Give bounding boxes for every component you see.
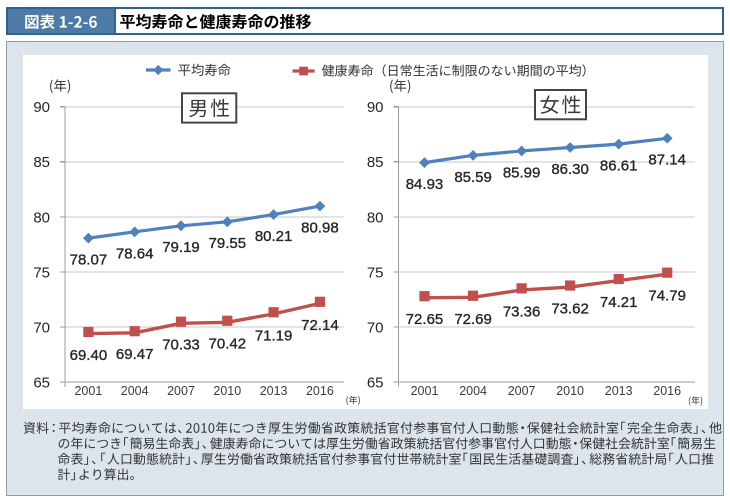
svg-text:75: 75 — [367, 264, 384, 281]
svg-text:2001: 2001 — [411, 384, 439, 398]
svg-text:2016: 2016 — [653, 384, 681, 398]
svg-text:85.59: 85.59 — [454, 169, 492, 186]
svg-text:85: 85 — [367, 154, 384, 171]
svg-text:2007: 2007 — [508, 384, 536, 398]
svg-text:70.42: 70.42 — [209, 336, 247, 353]
svg-text:79.19: 79.19 — [162, 239, 200, 256]
svg-text:74.21: 74.21 — [600, 294, 638, 311]
svg-text:72.69: 72.69 — [454, 311, 492, 328]
svg-text:2013: 2013 — [605, 384, 633, 398]
svg-text:90: 90 — [367, 99, 384, 116]
svg-text:73.62: 73.62 — [551, 301, 589, 318]
svg-text:74.79: 74.79 — [648, 288, 686, 305]
svg-text:73.36: 73.36 — [503, 303, 541, 320]
svg-text:71.19: 71.19 — [255, 327, 293, 344]
svg-text:84.93: 84.93 — [406, 176, 444, 193]
svg-text:90: 90 — [33, 99, 50, 116]
svg-text:78.07: 78.07 — [70, 252, 108, 269]
svg-text:80: 80 — [367, 209, 384, 226]
svg-text:2007: 2007 — [167, 384, 195, 398]
svg-text:78.64: 78.64 — [116, 245, 154, 262]
svg-text:87.14: 87.14 — [648, 152, 686, 169]
svg-text:2010: 2010 — [556, 384, 584, 398]
svg-text:72.14: 72.14 — [301, 317, 339, 334]
svg-text:65: 65 — [33, 374, 50, 391]
svg-text:75: 75 — [33, 264, 50, 281]
svg-text:2010: 2010 — [213, 384, 241, 398]
svg-text:85.99: 85.99 — [503, 164, 541, 181]
svg-text:70: 70 — [367, 319, 384, 336]
svg-text:86.61: 86.61 — [600, 158, 638, 175]
svg-text:85: 85 — [33, 154, 50, 171]
svg-text:2013: 2013 — [260, 384, 288, 398]
svg-text:80: 80 — [33, 209, 50, 226]
svg-text:69.40: 69.40 — [70, 347, 108, 364]
svg-text:2016: 2016 — [306, 384, 334, 398]
svg-text:69.47: 69.47 — [116, 346, 154, 363]
svg-text:80.21: 80.21 — [255, 228, 293, 245]
svg-text:80.98: 80.98 — [301, 219, 339, 236]
svg-text:2004: 2004 — [121, 384, 149, 398]
svg-text:86.30: 86.30 — [551, 161, 589, 178]
svg-text:2001: 2001 — [74, 384, 102, 398]
svg-text:70.33: 70.33 — [162, 337, 200, 354]
svg-text:79.55: 79.55 — [209, 235, 247, 252]
svg-text:2004: 2004 — [459, 384, 487, 398]
svg-text:72.65: 72.65 — [406, 311, 444, 328]
svg-text:65: 65 — [367, 374, 384, 391]
svg-text:70: 70 — [33, 319, 50, 336]
